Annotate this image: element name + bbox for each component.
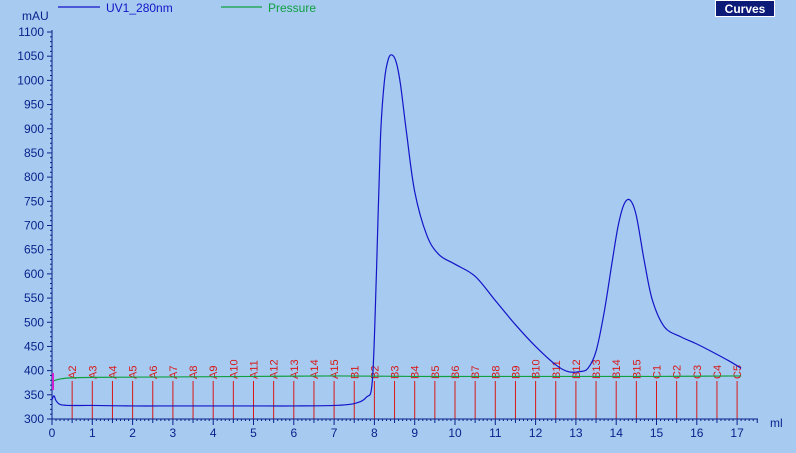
fraction-label: A4 [107, 366, 119, 379]
x-tick-label: 8 [371, 426, 378, 440]
fraction-label: B8 [490, 366, 502, 379]
y-tick-label: 1050 [17, 49, 44, 63]
fraction-label: A3 [87, 366, 99, 379]
x-tick-label: 4 [210, 426, 217, 440]
y-tick-label: 300 [24, 412, 44, 426]
x-tick-label: 1 [89, 426, 96, 440]
fraction-label: A2 [67, 366, 79, 379]
x-tick-label: 13 [569, 426, 583, 440]
y-tick-label: 900 [24, 122, 44, 136]
x-tick-label: 2 [129, 426, 136, 440]
y-tick-label: 750 [24, 194, 44, 208]
x-tick-label: 3 [170, 426, 177, 440]
legend-label: Pressure [268, 1, 316, 15]
y-tick-label: 600 [24, 267, 44, 281]
x-axis-label: ml [770, 416, 783, 430]
fraction-label: B1 [349, 366, 361, 379]
fraction-label: C2 [672, 365, 684, 379]
fraction-label: A9 [208, 366, 220, 379]
curves-button[interactable]: Curves [715, 0, 775, 17]
x-tick-label: 14 [610, 426, 624, 440]
y-tick-label: 1100 [18, 25, 44, 39]
y-tick-label: 800 [24, 170, 44, 184]
x-tick-label: 17 [730, 426, 744, 440]
y-tick-label: 400 [24, 364, 44, 378]
fraction-label: B10 [531, 359, 543, 379]
fraction-label: B9 [510, 366, 522, 379]
fraction-label: A13 [289, 359, 301, 379]
y-tick-label: 350 [24, 388, 44, 402]
x-tick-label: 9 [411, 426, 418, 440]
fraction-label: B5 [430, 366, 442, 379]
fraction-label: B7 [470, 366, 482, 379]
x-tick-label: 0 [49, 426, 56, 440]
fraction-label: C1 [652, 365, 664, 379]
y-tick-label: 700 [24, 219, 44, 233]
fraction-label: B14 [611, 359, 623, 379]
uv-curve [51, 54, 742, 407]
fraction-label: A5 [128, 366, 140, 379]
x-tick-label: 6 [290, 426, 297, 440]
x-tick-label: 16 [690, 426, 704, 440]
y-tick-label: 500 [24, 315, 44, 329]
fraction-label: B4 [410, 366, 422, 379]
fraction-label: B13 [591, 359, 603, 379]
fraction-label: A7 [168, 366, 180, 379]
fraction-label: C3 [692, 365, 704, 379]
fraction-label: A6 [148, 366, 160, 379]
fraction-label: B15 [631, 359, 643, 379]
fraction-label: C4 [712, 365, 724, 379]
fraction-label: B6 [450, 366, 462, 379]
y-axis-label: mAU [22, 9, 49, 23]
fraction-label: A8 [188, 366, 200, 379]
fraction-label: A10 [228, 359, 240, 379]
fraction-label: A15 [329, 359, 341, 379]
fraction-label: A11 [249, 360, 261, 379]
legend-label: UV1_280nm [106, 1, 173, 15]
pressure-curve [51, 375, 742, 382]
y-tick-label: 950 [24, 98, 44, 112]
fraction-label: B2 [369, 366, 381, 379]
x-tick-label: 11 [489, 426, 502, 440]
x-tick-label: 10 [448, 426, 462, 440]
y-tick-label: 650 [24, 243, 44, 257]
fraction-label: A14 [309, 359, 321, 379]
y-tick-label: 1000 [17, 73, 44, 87]
y-tick-label: 550 [24, 291, 44, 305]
fraction-label: B3 [390, 366, 402, 379]
fraction-label: B12 [571, 359, 583, 379]
x-tick-label: 15 [650, 426, 664, 440]
x-tick-label: 5 [250, 426, 257, 440]
x-tick-label: 12 [529, 426, 543, 440]
y-tick-label: 850 [24, 146, 44, 160]
y-tick-label: 450 [24, 339, 44, 353]
fraction-label: B11 [551, 360, 563, 379]
x-tick-label: 7 [331, 426, 338, 440]
fraction-label: A12 [269, 359, 281, 379]
